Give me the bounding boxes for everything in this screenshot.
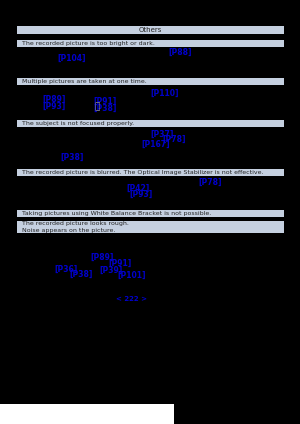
Text: ⌛: ⌛ [95, 102, 100, 112]
Text: The subject is not focused properly.: The subject is not focused properly. [22, 121, 135, 126]
Bar [16, 169, 283, 176]
Text: [P110]: [P110] [151, 89, 179, 98]
Text: [P93]: [P93] [129, 190, 153, 199]
Text: [P42]: [P42] [126, 184, 150, 193]
Text: [P38]: [P38] [93, 104, 117, 113]
Text: [P91]: [P91] [108, 258, 132, 268]
Text: [P89]: [P89] [90, 253, 114, 262]
Bar [16, 78, 283, 85]
Text: [P91]: [P91] [93, 97, 117, 106]
Text: The recorded picture looks rough.
Noise appears on the picture.: The recorded picture looks rough. Noise … [22, 221, 129, 233]
Bar [16, 221, 283, 233]
Text: [P36]: [P36] [54, 265, 78, 274]
Text: [P101]: [P101] [118, 271, 146, 280]
Bar [16, 120, 283, 127]
Bar [0, 404, 174, 424]
Text: [P38]: [P38] [60, 152, 84, 162]
Bar [16, 210, 283, 217]
Text: Others: Others [138, 27, 162, 33]
Text: [P88]: [P88] [168, 48, 192, 57]
Text: Taking pictures using White Balance Bracket is not possible.: Taking pictures using White Balance Brac… [22, 211, 212, 216]
Text: [P93]: [P93] [42, 102, 66, 112]
Text: [P37]: [P37] [150, 130, 174, 139]
Text: Multiple pictures are taken at one time.: Multiple pictures are taken at one time. [22, 79, 147, 84]
Text: [P38]: [P38] [69, 270, 93, 279]
Text: [P89]: [P89] [42, 95, 66, 104]
Bar [16, 26, 283, 34]
Text: < 222 >: < 222 > [116, 296, 148, 302]
Text: [P78]: [P78] [198, 178, 222, 187]
Text: The recorded picture is blurred. The Optical Image Stabilizer is not effective.: The recorded picture is blurred. The Opt… [22, 170, 264, 175]
Text: [P167]: [P167] [142, 140, 170, 149]
Text: The recorded picture is too bright or dark.: The recorded picture is too bright or da… [22, 41, 155, 46]
Text: [P104]: [P104] [58, 54, 86, 63]
Text: [P39]: [P39] [99, 266, 123, 275]
Text: [P78]: [P78] [162, 135, 186, 144]
Bar [16, 40, 283, 47]
